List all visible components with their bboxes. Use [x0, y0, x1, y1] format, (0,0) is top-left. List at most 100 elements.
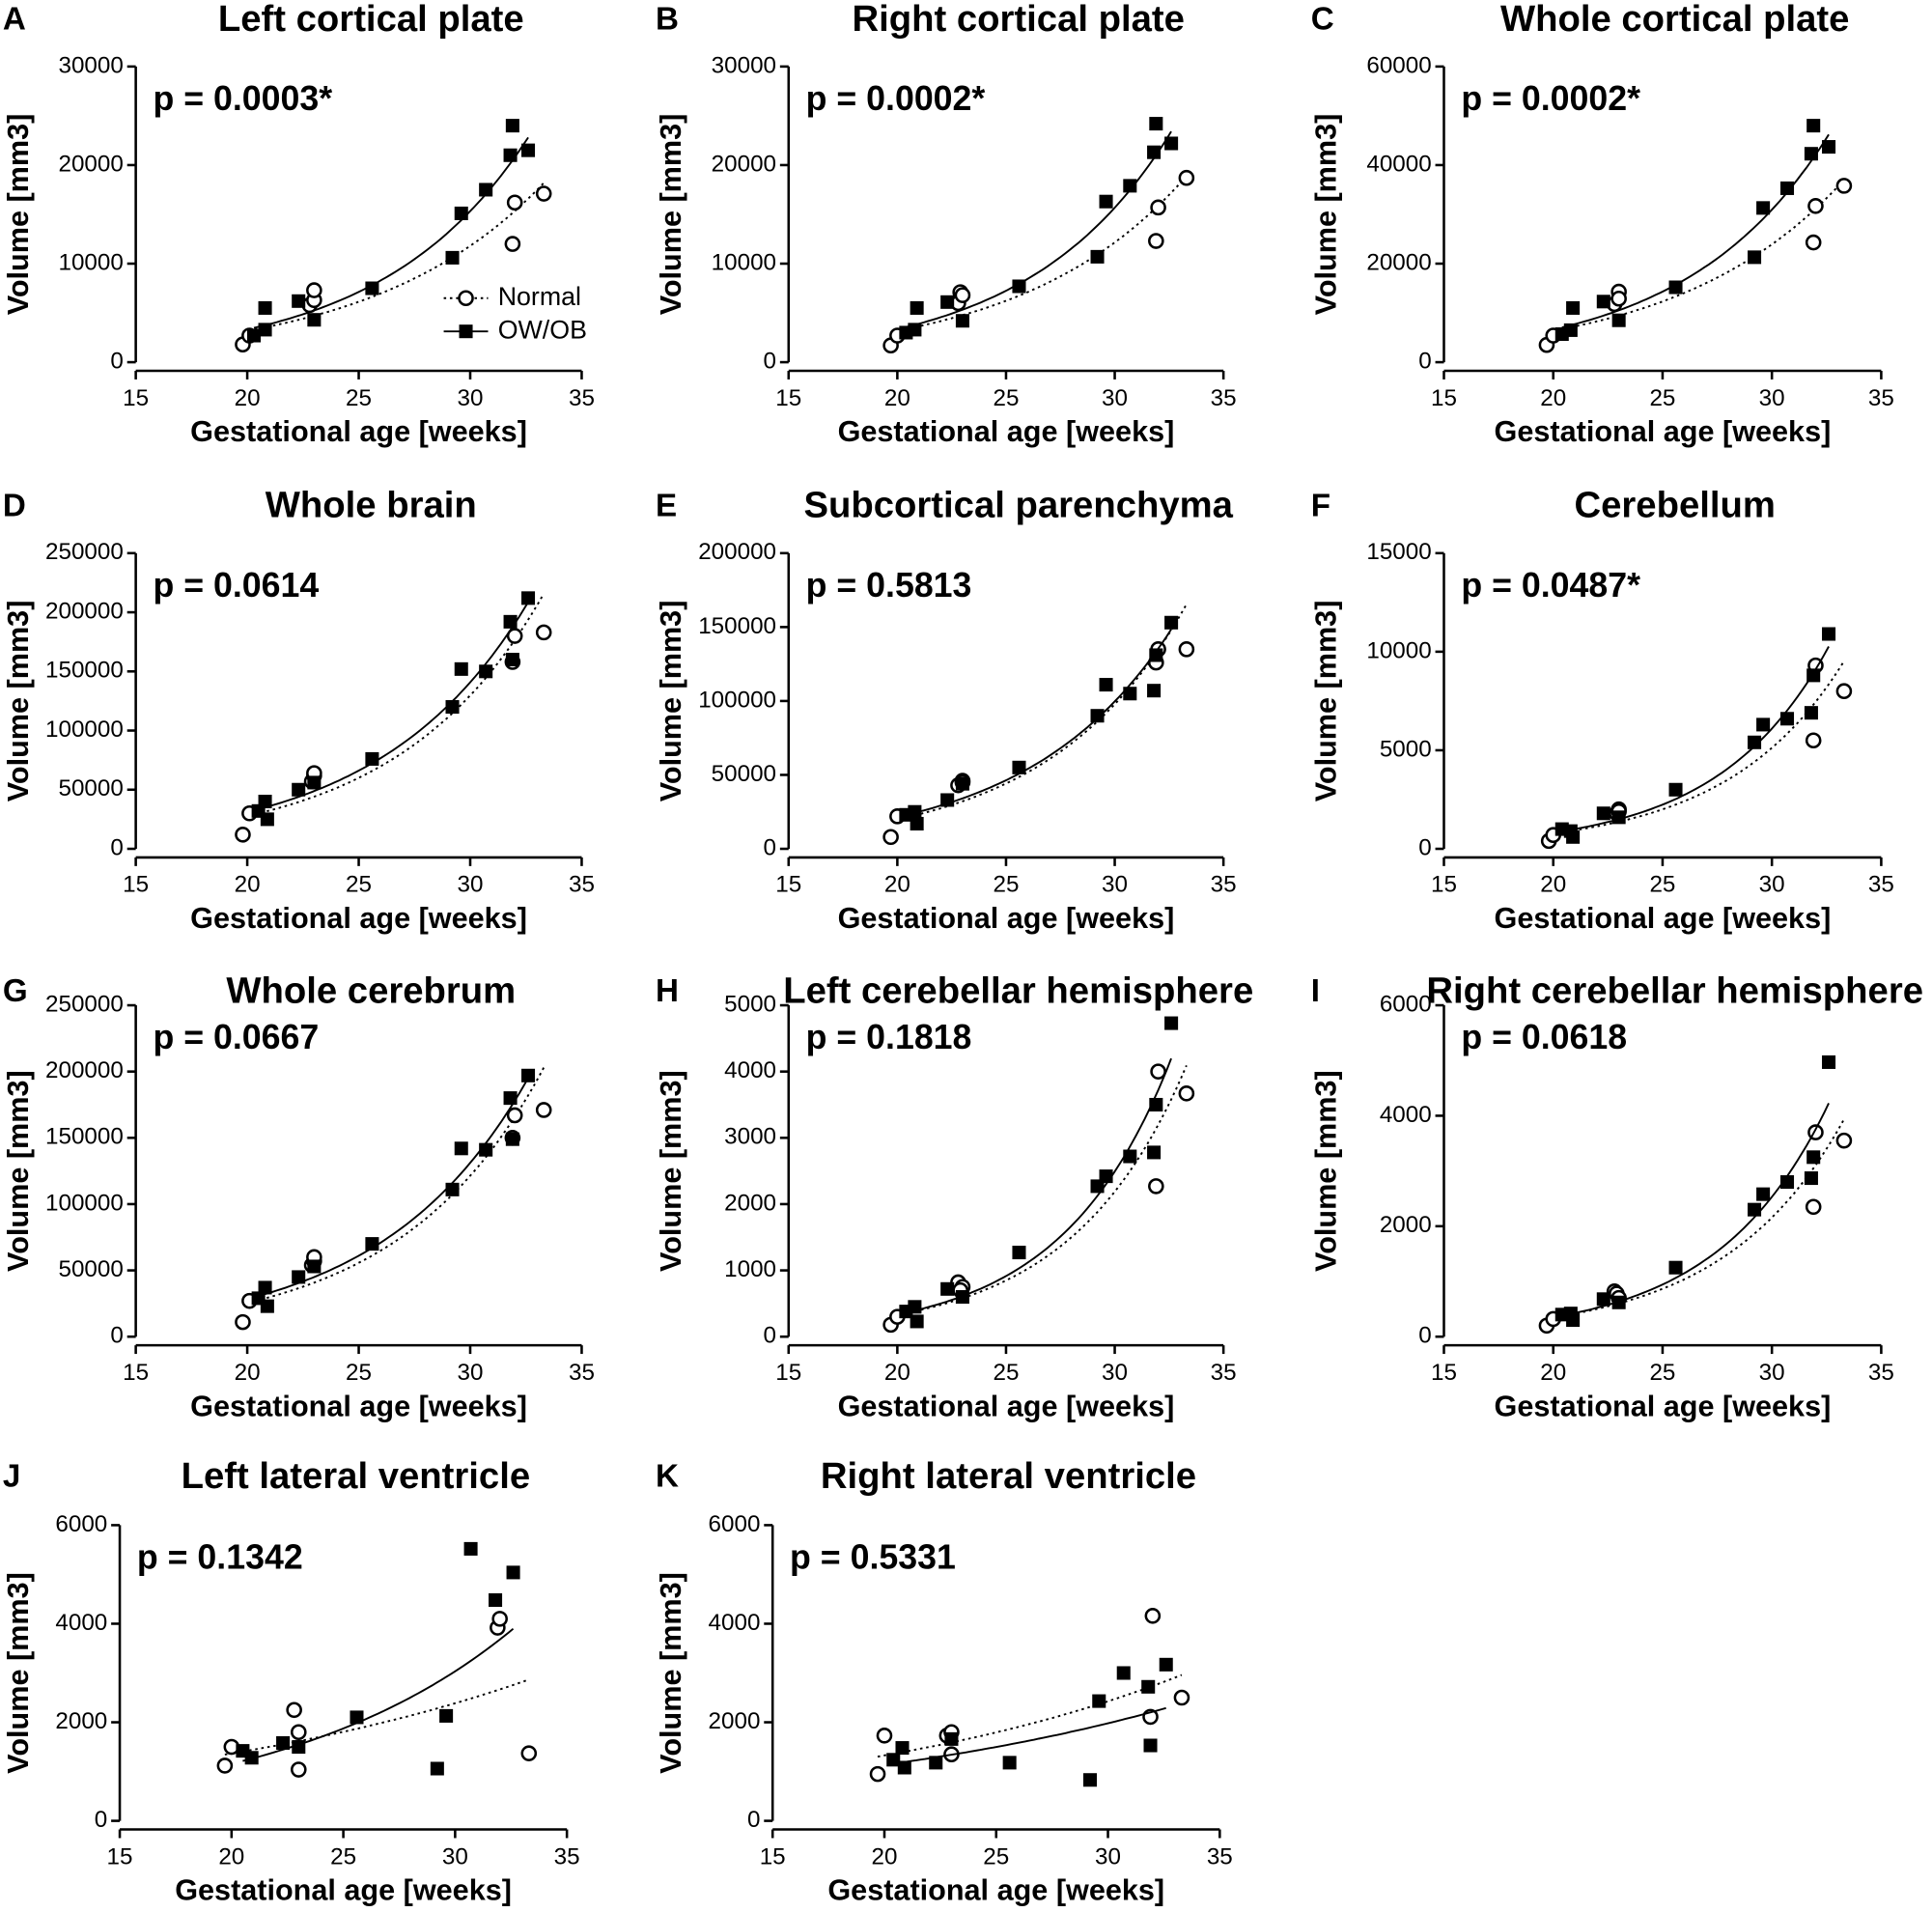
x-tick-label: 15 — [123, 872, 149, 898]
data-point — [1611, 1295, 1626, 1309]
y-tick-label: 20000 — [1366, 249, 1431, 275]
x-tick-label: 35 — [1211, 1360, 1237, 1386]
panel-title: Whole cortical plate — [1500, 0, 1849, 40]
x-tick-label: 25 — [330, 1843, 356, 1870]
data-point — [1668, 782, 1683, 797]
panel-title: Whole brain — [266, 485, 477, 526]
data-point — [260, 1299, 274, 1313]
data-point — [1150, 1063, 1166, 1080]
y-tick-label: 1000 — [724, 1256, 776, 1282]
data-point — [1143, 1738, 1158, 1753]
data-point — [365, 281, 379, 295]
p-value: p = 0.5331 — [790, 1538, 956, 1577]
data-point — [260, 812, 274, 827]
data-point — [1756, 717, 1771, 732]
data-point — [1807, 198, 1824, 214]
y-tick-label: 100000 — [698, 687, 776, 713]
y-tick-label: 200000 — [45, 598, 124, 624]
y-tick-label: 50000 — [59, 1256, 124, 1282]
fit-curve — [906, 130, 1172, 328]
data-point — [365, 1237, 379, 1251]
data-point — [521, 143, 536, 157]
data-point — [1150, 199, 1166, 216]
data-point — [886, 1753, 901, 1767]
data-point — [1756, 1187, 1771, 1201]
data-point — [869, 1765, 886, 1783]
data-point — [954, 287, 971, 303]
x-tick-label: 35 — [1868, 872, 1894, 898]
data-point — [1780, 1175, 1795, 1190]
x-tick-label: 15 — [1431, 872, 1457, 898]
data-point — [1147, 1145, 1162, 1160]
x-tick-label: 30 — [1102, 385, 1128, 411]
data-point — [910, 816, 924, 830]
data-point — [535, 624, 552, 641]
p-value: p = 0.0618 — [1461, 1018, 1627, 1056]
x-tick-label: 30 — [442, 1843, 468, 1870]
x-tick-label: 35 — [1868, 1360, 1894, 1386]
data-point — [908, 1300, 922, 1314]
panel: C Whole cortical plate p = 0.0002* 0 20000 40… — [1310, 0, 1894, 448]
y-tick-label: 20000 — [59, 151, 124, 177]
data-point — [910, 300, 924, 315]
panel: D Whole brain p = 0.0614 0 50000 100000 150000… — [2, 485, 595, 935]
data-point — [908, 804, 922, 819]
y-tick-label: 0 — [95, 1807, 107, 1833]
data-point — [506, 194, 523, 211]
data-point — [479, 1142, 493, 1157]
data-point — [1596, 295, 1610, 309]
data-point — [1596, 1292, 1610, 1307]
data-point — [535, 1102, 552, 1118]
data-point — [955, 314, 969, 328]
y-axis-label: Volume [mm3] — [2, 1572, 35, 1774]
x-tick-label: 35 — [1211, 385, 1237, 411]
x-tick-label: 20 — [884, 1360, 910, 1386]
data-point — [940, 295, 955, 309]
y-axis-label: Volume [mm3] — [2, 114, 35, 316]
data-point — [292, 1270, 306, 1284]
y-tick-label: 5000 — [1380, 736, 1432, 762]
data-point — [1141, 1679, 1156, 1694]
data-point — [535, 185, 552, 202]
y-tick-label: 6000 — [1380, 991, 1432, 1017]
x-tick-label: 35 — [554, 1843, 580, 1870]
y-tick-label: 4000 — [1380, 1102, 1432, 1128]
y-tick-label: 50000 — [59, 775, 124, 801]
data-point — [1148, 233, 1164, 249]
x-axis-label: Gestational age [weeks] — [838, 1390, 1175, 1422]
x-axis-label: Gestational age [weeks] — [1495, 902, 1832, 935]
x-tick-label: 20 — [235, 1360, 261, 1386]
data-point — [506, 1107, 523, 1124]
fit-curve — [1561, 133, 1830, 329]
p-value: p = 0.1342 — [137, 1538, 303, 1577]
data-point — [1123, 687, 1137, 701]
data-point — [955, 1290, 969, 1305]
data-point — [506, 628, 523, 644]
y-tick-label: 250000 — [45, 991, 124, 1017]
x-tick-label: 25 — [346, 385, 372, 411]
y-tick-label: 0 — [764, 1323, 776, 1349]
data-point — [1147, 684, 1162, 698]
data-point — [1804, 1171, 1818, 1186]
data-point — [944, 1731, 959, 1746]
p-value: p = 0.0667 — [153, 1018, 319, 1056]
fit-curve — [242, 1067, 546, 1306]
data-point — [1668, 1260, 1683, 1275]
panel: K Right lateral ventricle p = 0.5331 0 2000 4… — [655, 1455, 1233, 1907]
data-point — [503, 1091, 518, 1106]
data-point — [895, 1741, 910, 1756]
fit-curve — [890, 604, 1188, 822]
panel-title: Right cerebellar hemisphere — [1426, 970, 1923, 1011]
data-point — [439, 1708, 454, 1723]
x-tick-label: 35 — [569, 1360, 595, 1386]
data-point — [1159, 1657, 1173, 1672]
panel: E Subcortical parenchyma p = 0.5813 0 50000 1… — [655, 485, 1237, 935]
data-point — [235, 1313, 251, 1331]
x-tick-label: 20 — [872, 1843, 898, 1870]
data-point — [1164, 615, 1179, 630]
y-tick-label: 0 — [747, 1807, 760, 1833]
fit-curve — [906, 629, 1172, 816]
panel-letter: I — [1311, 973, 1320, 1009]
data-point — [258, 1280, 272, 1295]
